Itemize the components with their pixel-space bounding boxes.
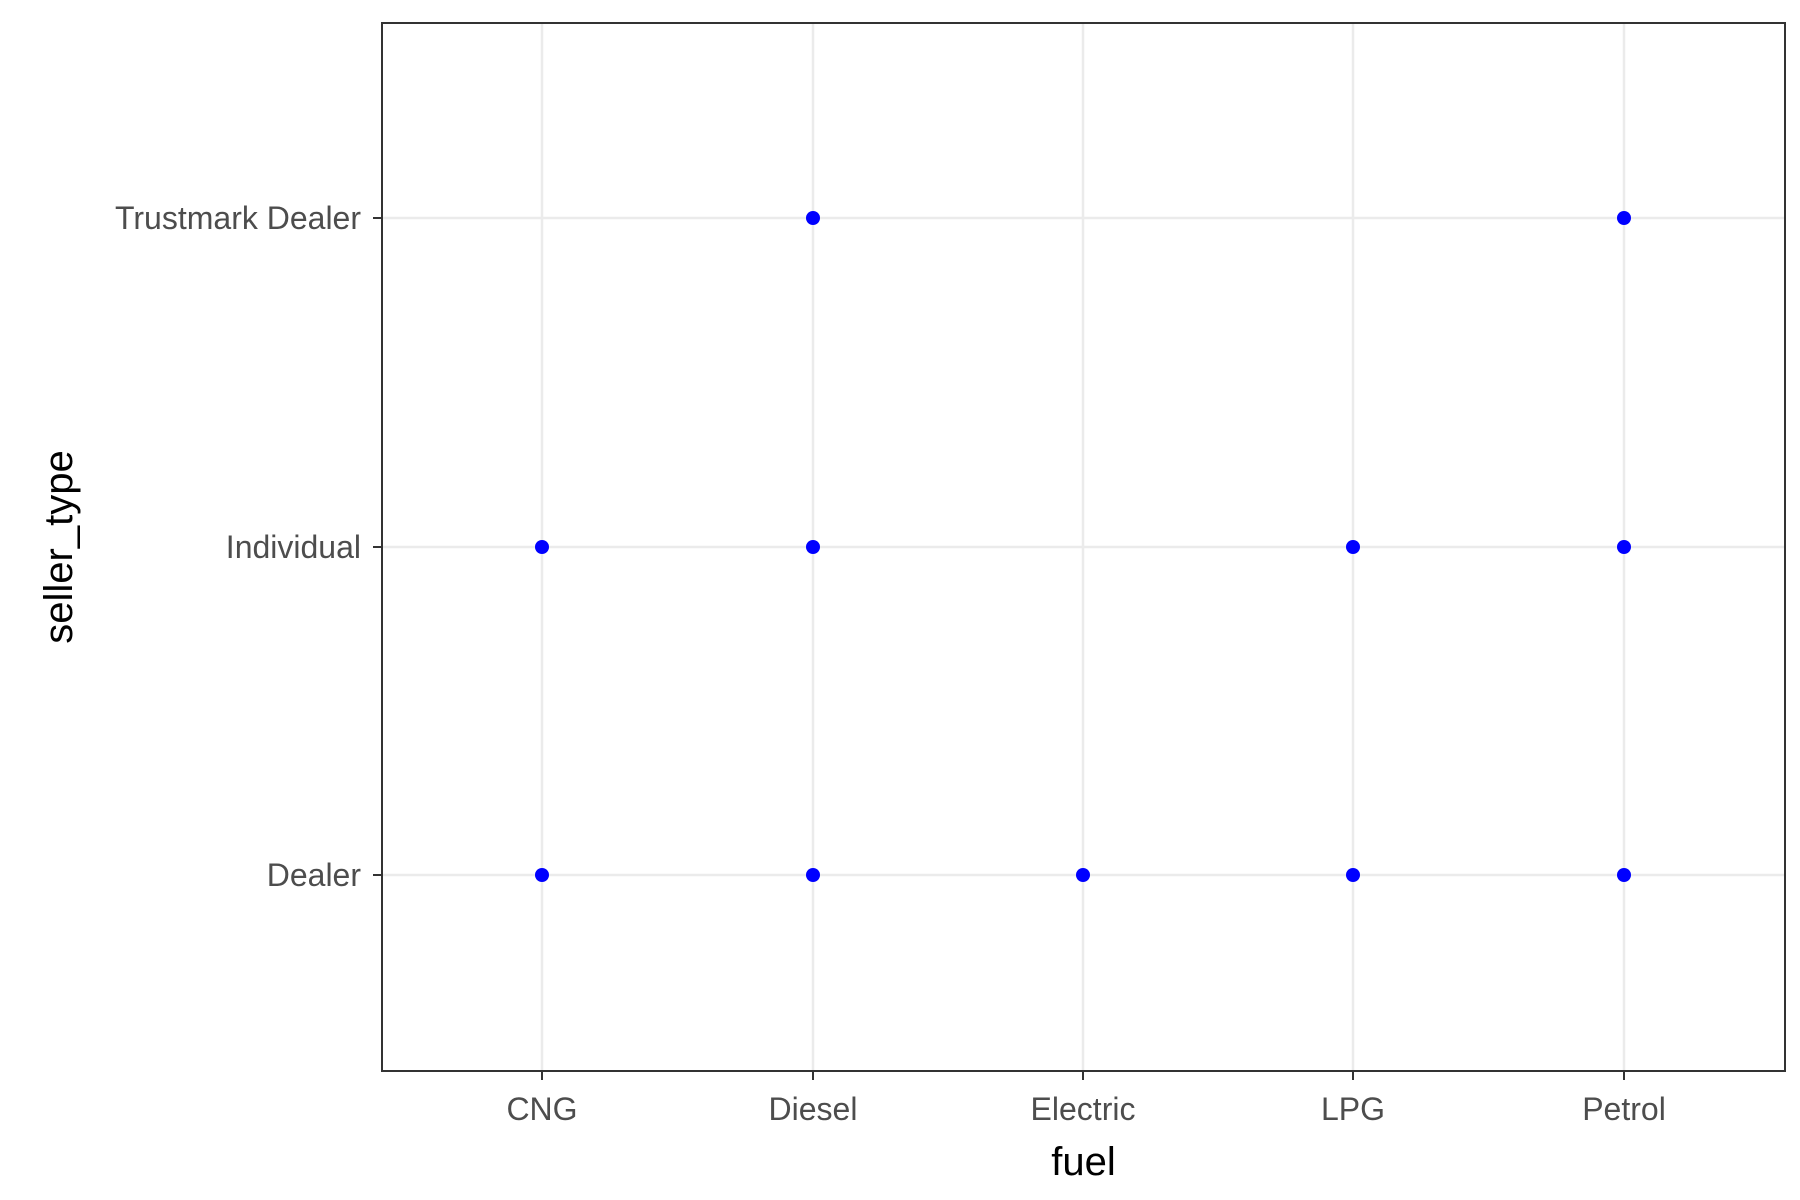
x-tick-label-diesel: Diesel bbox=[769, 1091, 858, 1127]
y-tick-label-individual: Individual bbox=[226, 529, 361, 565]
y-tick-label-trustmark-dealer: Trustmark Dealer bbox=[115, 200, 361, 236]
data-point-8 bbox=[806, 868, 820, 882]
x-tick-label-lpg: LPG bbox=[1321, 1091, 1385, 1127]
data-point-4 bbox=[806, 540, 820, 554]
y-tick-label-dealer: Dealer bbox=[267, 857, 362, 893]
x-tick-label-petrol: Petrol bbox=[1582, 1091, 1666, 1127]
data-point-9 bbox=[1076, 868, 1090, 882]
x-tick-label-cng: CNG bbox=[506, 1091, 577, 1127]
data-point-10 bbox=[1346, 868, 1360, 882]
data-point-3 bbox=[535, 540, 549, 554]
data-point-1 bbox=[806, 211, 820, 225]
tick-labels: CNG Diesel Electric LPG Petrol Dealer Individu… bbox=[115, 200, 1666, 1127]
x-axis-title: fuel bbox=[1051, 1140, 1116, 1184]
data-point-2 bbox=[1617, 211, 1631, 225]
axis-ticks bbox=[373, 217, 1625, 1080]
data-point-6 bbox=[1617, 540, 1631, 554]
data-points bbox=[535, 211, 1631, 882]
data-point-7 bbox=[535, 868, 549, 882]
data-point-5 bbox=[1346, 540, 1360, 554]
data-point-11 bbox=[1617, 868, 1631, 882]
y-axis-title: seller_type bbox=[37, 450, 81, 643]
x-tick-label-electric: Electric bbox=[1031, 1091, 1136, 1127]
